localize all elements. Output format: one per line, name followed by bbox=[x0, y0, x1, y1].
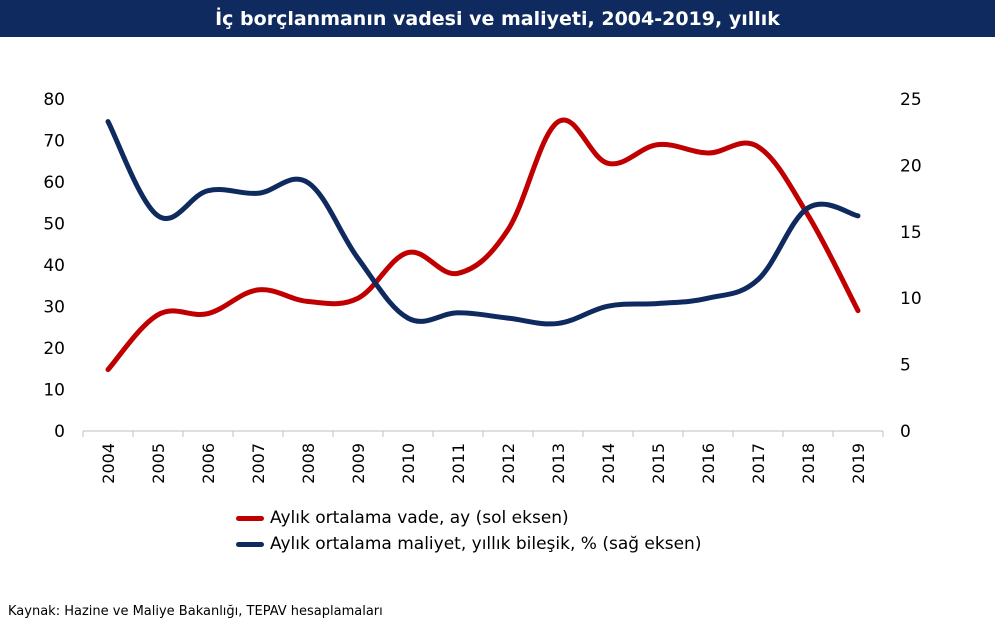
x-tick-label: 2010 bbox=[399, 443, 418, 484]
x-tick-label: 2006 bbox=[199, 443, 218, 484]
right-tick-label: 10 bbox=[900, 289, 922, 309]
chart-title: İç borçlanmanın vadesi ve maliyeti, 2004… bbox=[215, 7, 780, 30]
right-tick-label: 20 bbox=[900, 156, 922, 176]
left-tick-label: 80 bbox=[43, 90, 65, 110]
left-tick-label: 0 bbox=[54, 422, 65, 442]
right-tick-label: 15 bbox=[900, 223, 922, 243]
legend: Aylık ortalama vade, ay (sol eksen) Aylı… bbox=[236, 505, 701, 557]
legend-item-vade: Aylık ortalama vade, ay (sol eksen) bbox=[236, 505, 701, 531]
x-tick-label: 2004 bbox=[99, 443, 118, 484]
right-tick-label: 25 bbox=[900, 90, 922, 110]
left-tick-label: 40 bbox=[43, 256, 65, 276]
x-tick-label: 2013 bbox=[549, 443, 568, 484]
right-tick-label: 5 bbox=[900, 356, 911, 376]
x-tick-label: 2012 bbox=[499, 443, 518, 484]
left-tick-label: 10 bbox=[43, 381, 65, 401]
left-tick-label: 30 bbox=[43, 298, 65, 318]
x-tick-label: 2005 bbox=[149, 443, 168, 484]
right-tick-label: 0 bbox=[900, 422, 911, 442]
legend-swatch-vade bbox=[236, 515, 264, 521]
x-tick-label: 2011 bbox=[449, 443, 468, 484]
left-axis-ticks: 80 70 60 50 40 30 20 10 0 bbox=[43, 90, 65, 442]
x-tick-label: 2016 bbox=[699, 443, 718, 484]
x-tick-label: 2008 bbox=[299, 443, 318, 484]
x-tick-label: 2015 bbox=[649, 443, 668, 484]
legend-label-vade: Aylık ortalama vade, ay (sol eksen) bbox=[270, 508, 569, 528]
legend-swatch-maliyet bbox=[236, 541, 264, 547]
x-tick-label: 2018 bbox=[799, 443, 818, 484]
legend-label-maliyet: Aylık ortalama maliyet, yıllık bileşik, … bbox=[270, 534, 702, 554]
x-tick-label: 2017 bbox=[749, 443, 768, 484]
left-tick-label: 50 bbox=[43, 215, 65, 235]
left-tick-label: 70 bbox=[43, 132, 65, 152]
legend-item-maliyet: Aylık ortalama maliyet, yıllık bileşik, … bbox=[236, 531, 701, 557]
x-tick-label: 2019 bbox=[849, 443, 868, 484]
series-line-vade bbox=[105, 117, 861, 373]
x-tick-label: 2007 bbox=[249, 443, 268, 484]
x-tick-label: 2014 bbox=[599, 443, 618, 484]
x-axis-ticks: 2004 2005 2006 2007 2008 2009 2010 2011 2012 2013… bbox=[82, 431, 884, 484]
series-layer bbox=[105, 117, 861, 373]
left-tick-label: 20 bbox=[43, 339, 65, 359]
source-note: Kaynak: Hazine ve Maliye Bakanlığı, TEPA… bbox=[8, 604, 383, 619]
series-line-maliyet bbox=[105, 119, 861, 327]
right-axis-ticks: 25 20 15 10 5 0 bbox=[900, 90, 922, 442]
x-tick-label: 2009 bbox=[349, 443, 368, 484]
title-bar: İç borçlanmanın vadesi ve maliyeti, 2004… bbox=[0, 0, 995, 37]
left-tick-label: 60 bbox=[43, 173, 65, 193]
